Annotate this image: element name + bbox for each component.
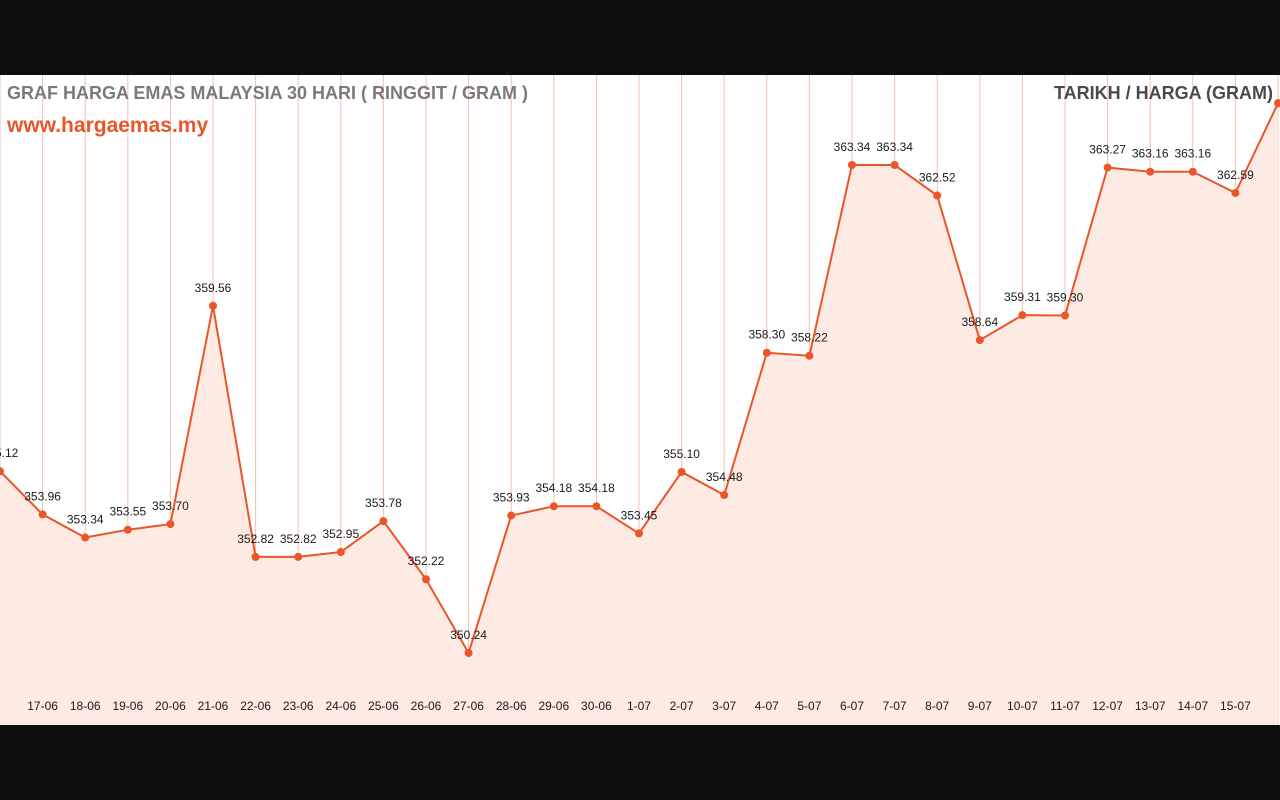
x-tick-label: 1-07 bbox=[627, 699, 651, 713]
x-tick-label: 22-06 bbox=[240, 699, 271, 713]
value-label: 354.18 bbox=[535, 481, 572, 495]
x-tick-label: 10-07 bbox=[1007, 699, 1038, 713]
value-label: 363.34 bbox=[834, 140, 871, 154]
data-point[interactable] bbox=[81, 533, 90, 542]
x-tick-label: 18-06 bbox=[70, 699, 101, 713]
x-tick-label: 17-06 bbox=[27, 699, 58, 713]
x-tick-label: 2-07 bbox=[670, 699, 694, 713]
value-label: 353.96 bbox=[24, 489, 61, 503]
x-tick-label: 5-07 bbox=[797, 699, 821, 713]
x-tick-label: 7-07 bbox=[883, 699, 907, 713]
chart-legend: TARIKH / HARGA (GRAM) bbox=[1054, 83, 1273, 103]
x-tick-label: 26-06 bbox=[411, 699, 442, 713]
data-point[interactable] bbox=[1061, 311, 1069, 320]
data-point[interactable] bbox=[1146, 167, 1155, 176]
value-label: 363.16 bbox=[1174, 147, 1211, 161]
value-label: 358.64 bbox=[961, 315, 998, 329]
data-point[interactable] bbox=[123, 525, 132, 534]
x-tick-label: 23-06 bbox=[283, 699, 314, 713]
value-label: 359.56 bbox=[195, 281, 232, 295]
data-point[interactable] bbox=[209, 301, 217, 310]
x-tick-label: 29-06 bbox=[538, 699, 569, 713]
value-label: 352.95 bbox=[322, 527, 359, 541]
value-label: 353.93 bbox=[493, 491, 530, 505]
x-tick-label: 13-07 bbox=[1135, 699, 1166, 713]
data-point[interactable] bbox=[975, 336, 984, 345]
data-point[interactable] bbox=[507, 511, 516, 520]
value-label: 363.27 bbox=[1089, 143, 1126, 157]
value-label: 354.18 bbox=[578, 481, 615, 495]
data-point[interactable] bbox=[549, 502, 558, 511]
value-label: 363.16 bbox=[1132, 147, 1169, 161]
value-label: 355.10 bbox=[663, 447, 700, 461]
value-label: 359.31 bbox=[1004, 290, 1041, 304]
x-tick-label: 28-06 bbox=[496, 699, 527, 713]
value-label: 355.12 bbox=[0, 446, 19, 460]
data-point[interactable] bbox=[848, 161, 856, 169]
data-point[interactable] bbox=[592, 502, 601, 511]
x-tick-label: 14-07 bbox=[1177, 699, 1208, 713]
value-label: 350.24 bbox=[450, 628, 487, 642]
data-point[interactable] bbox=[720, 491, 729, 500]
x-tick-label: 12-07 bbox=[1092, 699, 1123, 713]
data-point[interactable] bbox=[0, 467, 4, 476]
x-tick-label: 8-07 bbox=[925, 699, 949, 713]
data-point[interactable] bbox=[1188, 167, 1197, 176]
data-point[interactable] bbox=[890, 161, 899, 169]
data-point[interactable] bbox=[422, 575, 430, 584]
value-label: 352.22 bbox=[408, 554, 445, 568]
value-label: 353.34 bbox=[67, 513, 104, 527]
chart-area: 355.12 353.96 353.34 353.55 353.70 359.56 352.… bbox=[0, 75, 1280, 725]
data-point[interactable] bbox=[933, 191, 942, 200]
value-label: 353.55 bbox=[109, 505, 146, 519]
x-tick-label: 27-06 bbox=[453, 699, 484, 713]
x-tick-label: 4-07 bbox=[755, 699, 779, 713]
value-label: 358.30 bbox=[748, 328, 785, 342]
data-point[interactable] bbox=[294, 552, 303, 561]
value-label: 362.52 bbox=[919, 171, 956, 185]
site-link[interactable]: www.hargaemas.my bbox=[7, 114, 209, 137]
data-point[interactable] bbox=[1274, 99, 1280, 108]
value-label: 358.22 bbox=[791, 331, 828, 345]
value-label: 353.70 bbox=[152, 499, 189, 513]
data-point[interactable] bbox=[1018, 311, 1027, 320]
value-label: 363.34 bbox=[876, 140, 913, 154]
x-tick-label: 21-06 bbox=[198, 699, 229, 713]
value-label: 359.30 bbox=[1047, 290, 1084, 304]
x-tick-label: 11-07 bbox=[1050, 699, 1080, 713]
data-point[interactable] bbox=[677, 467, 686, 476]
data-point[interactable] bbox=[336, 548, 345, 557]
value-label: 353.78 bbox=[365, 496, 402, 510]
data-point[interactable] bbox=[251, 552, 260, 561]
x-tick-label: 20-06 bbox=[155, 699, 186, 713]
data-point[interactable] bbox=[1103, 163, 1112, 172]
value-label: 354.48 bbox=[706, 470, 743, 484]
data-point[interactable] bbox=[1231, 188, 1240, 197]
data-point[interactable] bbox=[166, 520, 175, 529]
chart-svg: 355.12 353.96 353.34 353.55 353.70 359.56 352.… bbox=[0, 75, 1280, 725]
x-tick-label: 25-06 bbox=[368, 699, 399, 713]
value-label: 362.59 bbox=[1217, 168, 1254, 182]
data-point[interactable] bbox=[38, 510, 47, 519]
x-tick-label: 3-07 bbox=[712, 699, 736, 713]
chart-title: GRAF HARGA EMAS MALAYSIA 30 HARI ( RINGG… bbox=[7, 83, 529, 103]
x-tick-label: 6-07 bbox=[840, 699, 864, 713]
data-point[interactable] bbox=[805, 351, 814, 360]
x-tick-label: 30-06 bbox=[581, 699, 612, 713]
value-label: 352.82 bbox=[280, 532, 317, 546]
x-tick-label: 9-07 bbox=[968, 699, 992, 713]
data-point[interactable] bbox=[762, 348, 771, 357]
area-fill bbox=[0, 103, 1278, 725]
x-tick-label: 15-07 bbox=[1220, 699, 1251, 713]
data-point[interactable] bbox=[635, 529, 643, 538]
value-label: 353.45 bbox=[621, 508, 658, 522]
x-tick-label: 24-06 bbox=[325, 699, 356, 713]
data-point[interactable] bbox=[464, 649, 473, 657]
data-point[interactable] bbox=[379, 517, 388, 526]
x-tick-label: 19-06 bbox=[112, 699, 143, 713]
value-label: 352.82 bbox=[237, 532, 274, 546]
